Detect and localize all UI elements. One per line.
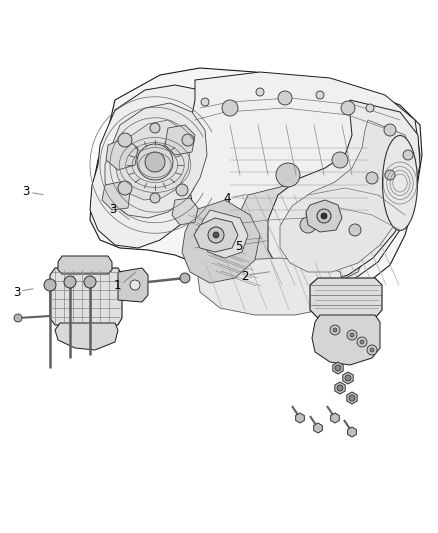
Polygon shape (280, 120, 415, 272)
Polygon shape (172, 198, 198, 225)
Ellipse shape (382, 135, 417, 230)
Polygon shape (333, 362, 343, 374)
Circle shape (300, 217, 316, 233)
Circle shape (341, 101, 355, 115)
Circle shape (208, 227, 224, 243)
Polygon shape (198, 258, 345, 315)
Circle shape (222, 100, 238, 116)
Circle shape (118, 181, 132, 195)
Polygon shape (105, 103, 207, 218)
Circle shape (118, 133, 132, 147)
Circle shape (321, 213, 327, 219)
Polygon shape (335, 382, 345, 394)
Polygon shape (102, 182, 130, 210)
Circle shape (347, 330, 357, 340)
Text: 4: 4 (223, 192, 231, 205)
Polygon shape (115, 120, 190, 200)
Circle shape (182, 134, 194, 146)
Polygon shape (165, 125, 195, 155)
Circle shape (337, 385, 343, 391)
Circle shape (385, 170, 395, 180)
Polygon shape (106, 138, 138, 170)
Circle shape (130, 280, 140, 290)
Polygon shape (188, 72, 420, 293)
Circle shape (360, 340, 364, 344)
Circle shape (333, 328, 337, 332)
Circle shape (64, 276, 76, 288)
Text: 3: 3 (110, 203, 117, 216)
Circle shape (366, 172, 378, 184)
Circle shape (330, 325, 340, 335)
Polygon shape (238, 182, 370, 288)
Circle shape (345, 375, 351, 381)
Circle shape (180, 273, 190, 283)
Polygon shape (90, 85, 220, 248)
Circle shape (370, 348, 374, 352)
Polygon shape (268, 100, 420, 283)
Polygon shape (314, 423, 322, 433)
Circle shape (317, 209, 331, 223)
Polygon shape (194, 218, 238, 252)
Circle shape (316, 91, 324, 99)
Circle shape (366, 104, 374, 112)
Circle shape (84, 276, 96, 288)
Circle shape (350, 333, 354, 337)
Circle shape (357, 337, 367, 347)
Circle shape (201, 98, 209, 106)
Text: 5: 5 (235, 240, 242, 253)
Circle shape (278, 91, 292, 105)
Polygon shape (182, 200, 260, 283)
Circle shape (213, 232, 219, 238)
Circle shape (332, 152, 348, 168)
Polygon shape (343, 372, 353, 384)
Text: 3: 3 (23, 185, 30, 198)
Circle shape (44, 279, 56, 291)
Polygon shape (296, 413, 304, 423)
Polygon shape (55, 323, 118, 350)
Polygon shape (312, 315, 380, 365)
Polygon shape (331, 413, 339, 423)
Circle shape (14, 314, 22, 322)
Circle shape (137, 144, 173, 180)
Polygon shape (90, 68, 422, 298)
Circle shape (256, 88, 264, 96)
Circle shape (150, 123, 160, 133)
Text: 3: 3 (13, 286, 20, 298)
Circle shape (403, 150, 413, 160)
Circle shape (367, 345, 377, 355)
Text: 2: 2 (240, 270, 248, 282)
Polygon shape (118, 268, 148, 302)
Circle shape (276, 163, 300, 187)
Circle shape (150, 193, 160, 203)
Circle shape (176, 184, 188, 196)
Polygon shape (306, 200, 342, 232)
Polygon shape (310, 278, 382, 318)
Circle shape (335, 365, 341, 371)
Circle shape (349, 224, 361, 236)
Polygon shape (347, 392, 357, 404)
Circle shape (145, 152, 165, 172)
Circle shape (349, 395, 355, 401)
Circle shape (384, 124, 396, 136)
Polygon shape (200, 210, 248, 258)
Polygon shape (58, 256, 112, 274)
Polygon shape (348, 427, 357, 437)
Text: 1: 1 (113, 279, 121, 292)
Polygon shape (50, 268, 122, 325)
